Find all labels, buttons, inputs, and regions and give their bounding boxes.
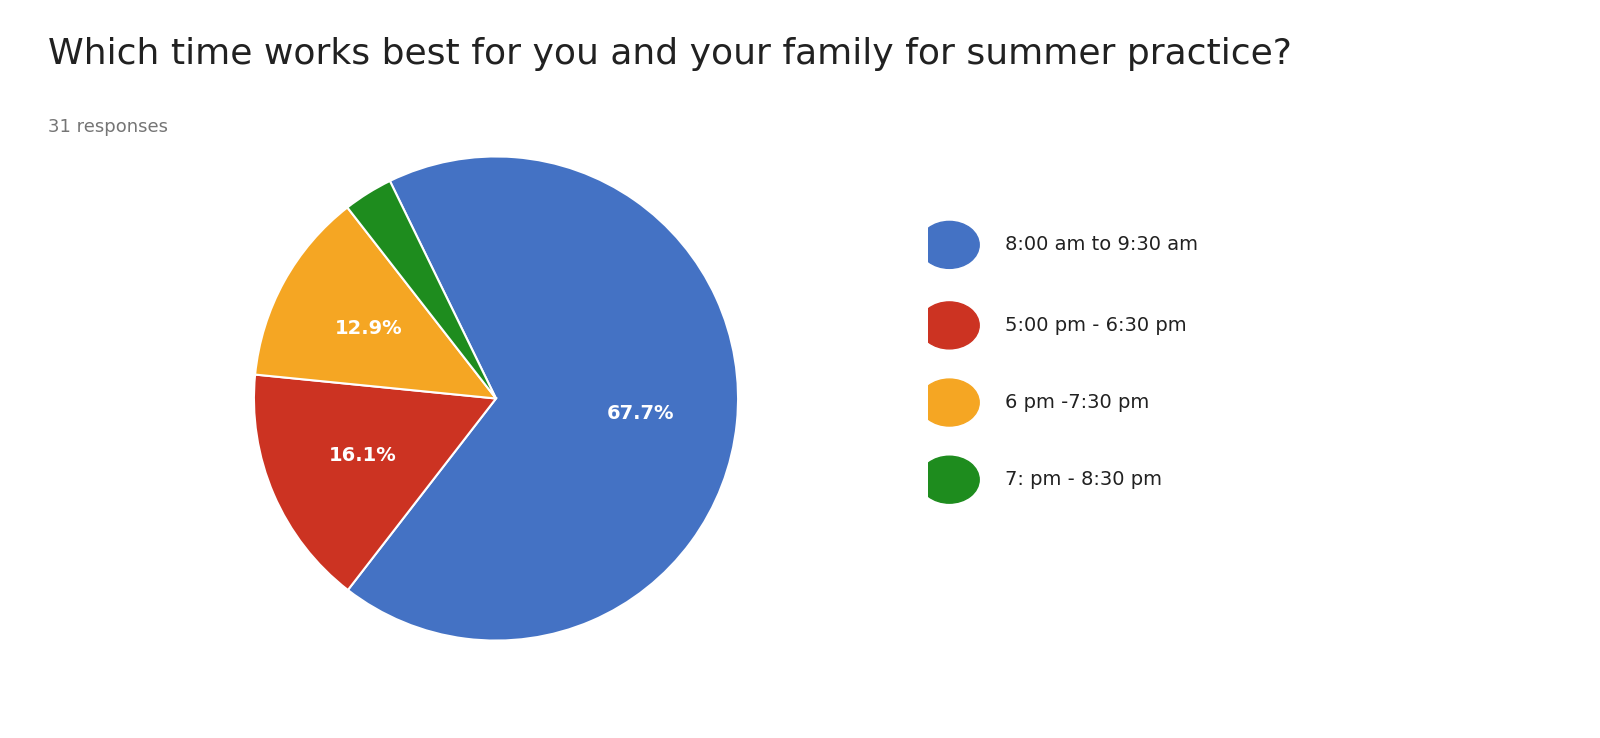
Circle shape	[920, 221, 979, 269]
Text: 7: pm - 8:30 pm: 7: pm - 8:30 pm	[1005, 470, 1162, 489]
Circle shape	[920, 379, 979, 426]
Circle shape	[920, 456, 979, 503]
Wedge shape	[254, 207, 496, 399]
Text: 31 responses: 31 responses	[48, 118, 168, 136]
Wedge shape	[254, 375, 496, 590]
Text: 12.9%: 12.9%	[334, 319, 403, 338]
Text: Which time works best for you and your family for summer practice?: Which time works best for you and your f…	[48, 37, 1291, 71]
Text: 67.7%: 67.7%	[606, 404, 674, 423]
Text: 6 pm -7:30 pm: 6 pm -7:30 pm	[1005, 393, 1149, 412]
Text: 8:00 am to 9:30 am: 8:00 am to 9:30 am	[1005, 235, 1198, 255]
Text: 16.1%: 16.1%	[328, 446, 397, 466]
Wedge shape	[347, 181, 496, 399]
Text: 5:00 pm - 6:30 pm: 5:00 pm - 6:30 pm	[1005, 316, 1187, 335]
Wedge shape	[347, 156, 738, 641]
Circle shape	[920, 302, 979, 349]
